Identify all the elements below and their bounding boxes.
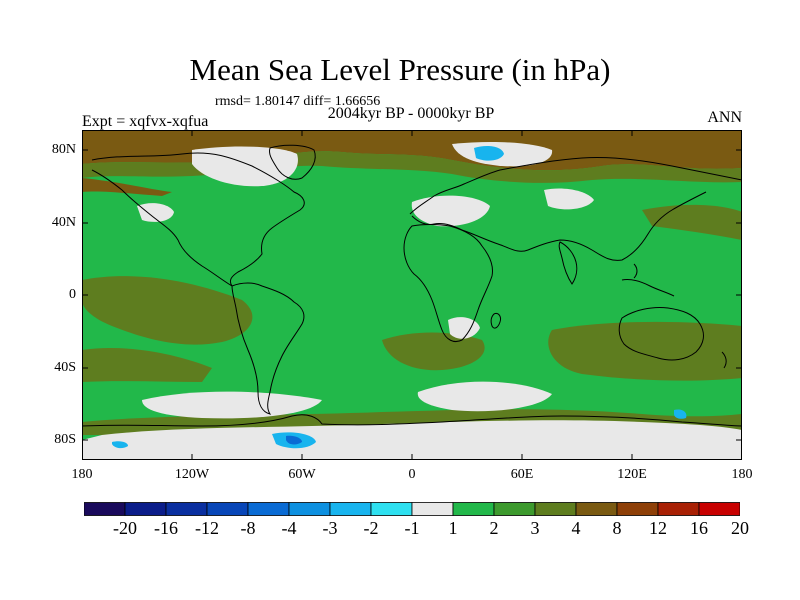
time-period-subtitle: 2004kyr BP - 0000kyr BP [327, 105, 495, 122]
south-pacific-patch [82, 276, 253, 345]
lon-label-60e: 60E [510, 467, 534, 482]
colorbar-swatch [288, 502, 331, 516]
lon-label-120w: 120W [174, 467, 210, 482]
antarctica-white [82, 420, 742, 460]
colorbar-label: 16 [690, 518, 708, 538]
arctic-high-band [82, 130, 742, 171]
colorbar-label: -20 [113, 518, 137, 538]
lat-label-40s: 40S [54, 360, 76, 375]
colorbar-swatch [370, 502, 413, 516]
southern-ocean-patch [548, 321, 742, 381]
lon-label-180e: 180 [731, 467, 753, 482]
colorbar-label: -2 [363, 518, 379, 538]
colorbar-label: -3 [322, 518, 338, 538]
colorbar-swatch [575, 502, 618, 516]
south-atlantic-patch [382, 332, 485, 371]
colorbar-swatch [534, 502, 577, 516]
colorbar-label: 8 [612, 518, 622, 538]
colorbar-swatch [657, 502, 700, 516]
colorbar-label: 20 [731, 518, 749, 538]
colorbar-label: -16 [154, 518, 178, 538]
colorbar-swatch [411, 502, 454, 516]
colorbar-label: -1 [404, 518, 420, 538]
colorbar-swatch [165, 502, 208, 516]
africa-south-white [448, 317, 480, 339]
colorbar-label: -8 [240, 518, 256, 538]
lat-label-eq: 0 [69, 287, 76, 302]
north-america-white [137, 203, 174, 222]
colorbar-swatch [493, 502, 536, 516]
indian-south-white [417, 381, 552, 412]
colorbar-swatch [206, 502, 249, 516]
colorbar-swatch [124, 502, 167, 516]
lon-label-0: 0 [408, 467, 416, 482]
colorbar-swatch [84, 502, 126, 516]
colorbar-label: -12 [195, 518, 219, 538]
colorbar-label: 1 [448, 518, 458, 538]
lon-label-120e: 120E [617, 467, 647, 482]
lon-label-60w: 60W [288, 467, 316, 482]
colorbar-label: 4 [571, 518, 581, 538]
colorbar-swatch [616, 502, 659, 516]
lon-label-180w: 180 [71, 467, 93, 482]
colorbar [84, 502, 740, 516]
season-label: ANN [707, 109, 742, 126]
coastlines [82, 144, 742, 427]
colorbar-label: 12 [649, 518, 667, 538]
pressure-anomaly-map [82, 130, 742, 460]
lat-label-40n: 40N [51, 215, 76, 230]
colorbar-swatch [247, 502, 290, 516]
colorbar-swatch [698, 502, 740, 516]
plot-title: Mean Sea Level Pressure (in hPa) [189, 52, 611, 87]
siberia-negative [474, 146, 504, 161]
pacific-south-white [142, 391, 322, 419]
colorbar-label: 3 [530, 518, 540, 538]
colorbar-label: -4 [281, 518, 297, 538]
ross-negative [112, 441, 128, 449]
colorbar-swatch [452, 502, 495, 516]
arctic-moderate-band [82, 151, 742, 183]
colorbar-swatch [329, 502, 372, 516]
antarctic-negative-core [286, 435, 302, 445]
lat-label-80s: 80S [54, 432, 76, 447]
rmsd-diff-stats: rmsd= 1.80147 diff= 1.66656 [215, 94, 381, 109]
europe-white [411, 195, 490, 227]
north-pacific-band [82, 178, 172, 196]
south-west-pacific-patch [82, 348, 212, 382]
experiment-label: Expt = xqfvx-xqfua [82, 113, 209, 130]
lat-label-80n: 80N [51, 142, 76, 157]
east-antarctic-negative [674, 409, 687, 419]
colorbar-label: 2 [489, 518, 499, 538]
map-ticks [82, 130, 742, 460]
asia-white [544, 188, 594, 210]
